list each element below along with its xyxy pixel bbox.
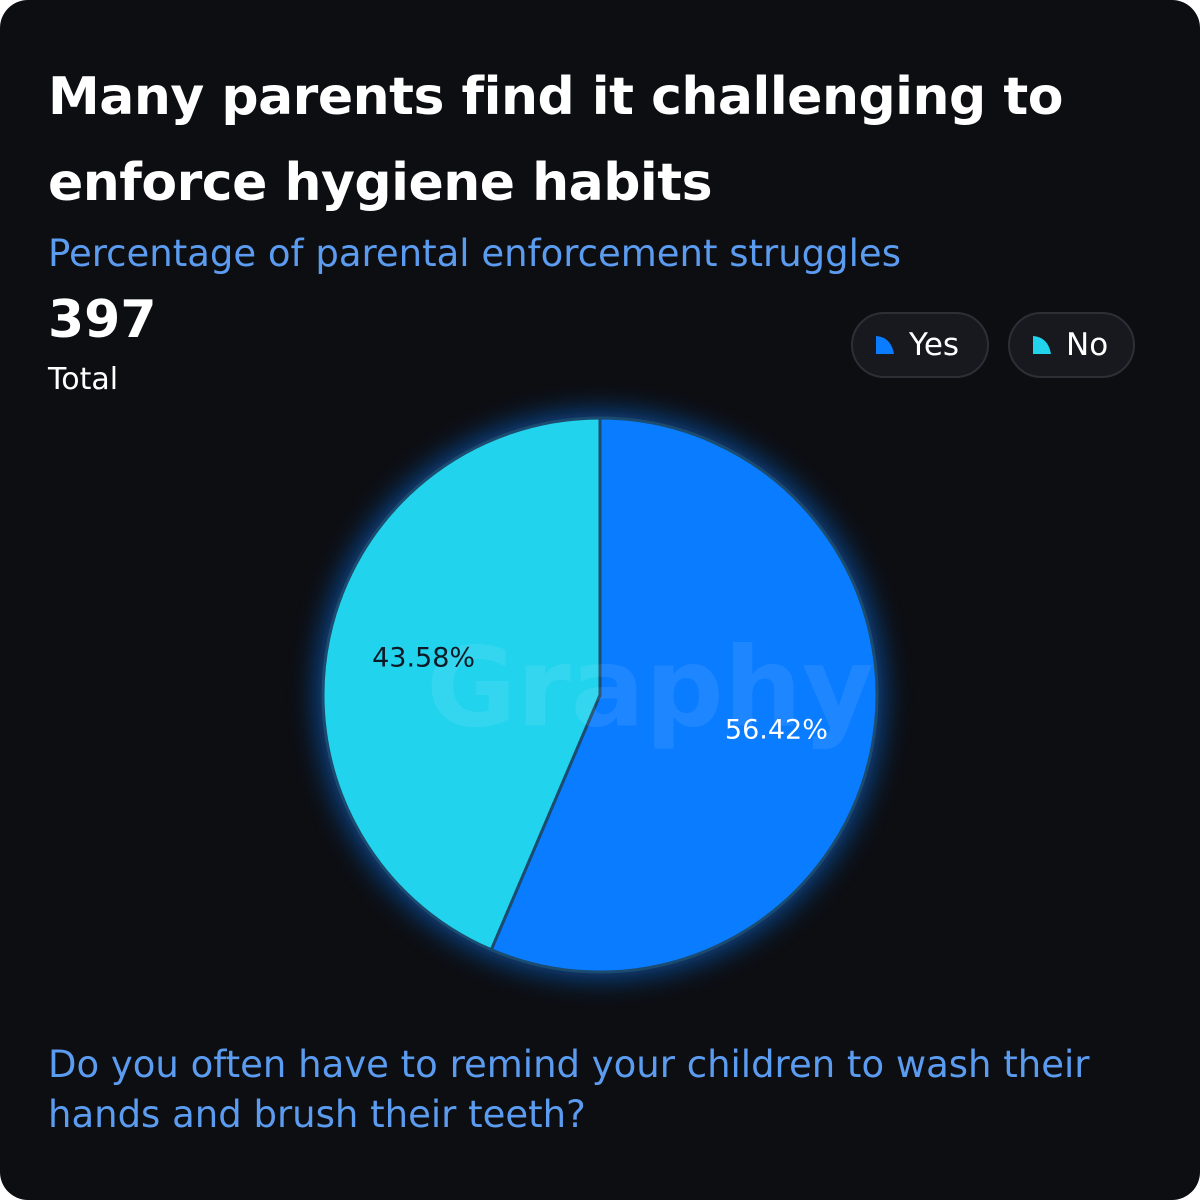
watermark: Graphy <box>426 623 874 751</box>
pie-slice <box>489 416 879 974</box>
legend-label: Yes <box>909 327 960 363</box>
pie-slice <box>321 416 602 952</box>
total-label: Total <box>48 362 119 397</box>
chart-footer: Do you often have to remind your childre… <box>48 1043 1090 1136</box>
legend-item[interactable]: No <box>1008 312 1135 378</box>
chart-title: Many parents find it challenging to enfo… <box>48 67 1063 213</box>
legend-swatch <box>1033 336 1051 354</box>
legend-icon <box>1033 336 1051 354</box>
legend-item[interactable]: Yes <box>851 312 989 378</box>
legend-icon <box>876 336 894 354</box>
legend-swatch <box>876 336 894 354</box>
data-label: 56.42% <box>725 715 828 746</box>
total-value: 397 <box>48 290 157 350</box>
legend-label: No <box>1066 327 1109 363</box>
data-label: 43.58% <box>372 642 475 673</box>
chart-subtitle: Percentage of parental enforcement strug… <box>48 232 901 275</box>
